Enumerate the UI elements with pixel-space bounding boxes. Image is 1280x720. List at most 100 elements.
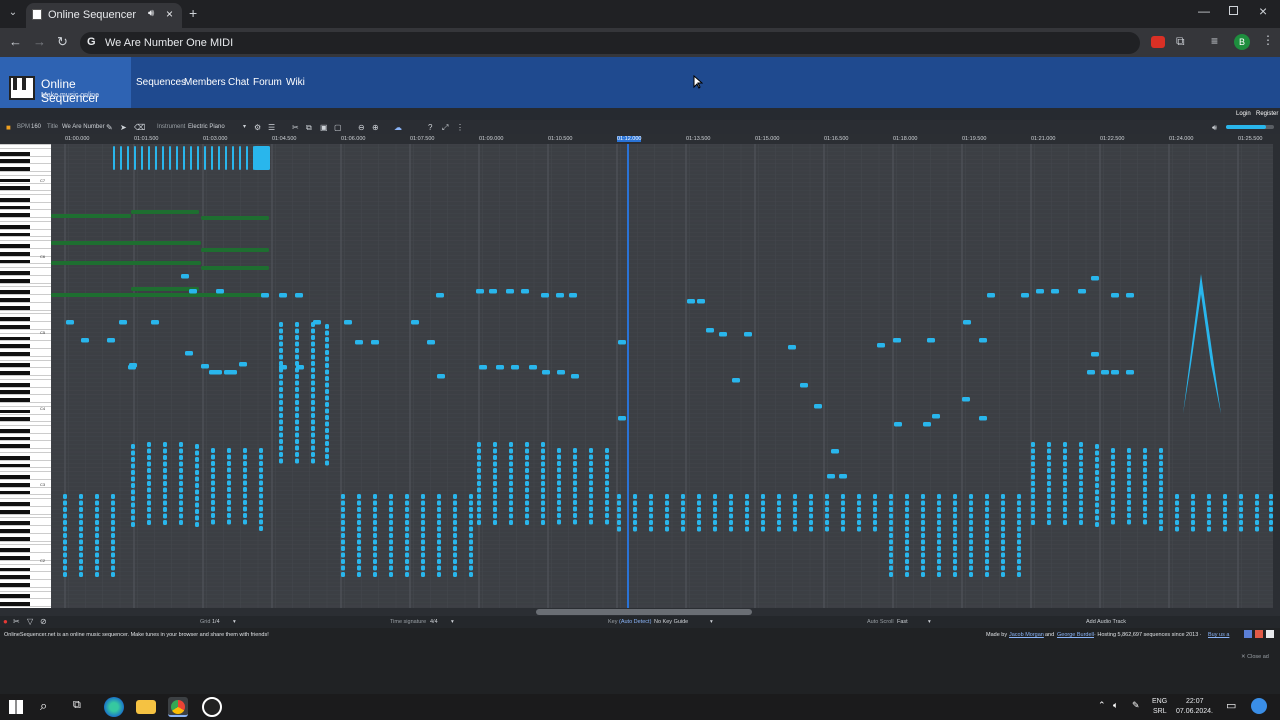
note[interactable] — [1111, 370, 1119, 375]
note[interactable] — [63, 546, 67, 551]
note[interactable] — [605, 467, 609, 473]
note[interactable] — [325, 428, 329, 433]
note[interactable] — [111, 494, 115, 499]
note[interactable] — [344, 320, 352, 325]
note[interactable] — [279, 348, 283, 353]
note[interactable] — [589, 448, 593, 453]
note[interactable] — [719, 332, 727, 337]
site-logo[interactable]: Online Sequencer Make music online — [0, 57, 131, 108]
help-icon[interactable]: ? — [428, 123, 433, 132]
note[interactable] — [541, 481, 545, 486]
note[interactable] — [95, 500, 99, 506]
note[interactable] — [211, 500, 215, 505]
piano-black-key[interactable] — [0, 555, 30, 560]
note[interactable] — [1191, 507, 1195, 512]
note[interactable] — [259, 513, 263, 518]
note[interactable] — [311, 367, 315, 373]
nav-chat[interactable]: Chat — [228, 77, 250, 88]
restore-icon[interactable] — [1229, 6, 1238, 15]
note[interactable] — [788, 345, 796, 350]
note[interactable] — [605, 506, 609, 512]
note[interactable] — [211, 519, 215, 525]
nav-forum[interactable]: Forum — [253, 77, 282, 88]
note[interactable] — [894, 422, 902, 427]
note[interactable] — [469, 520, 473, 525]
note[interactable] — [311, 354, 315, 360]
note[interactable] — [295, 458, 299, 464]
note[interactable] — [259, 480, 263, 486]
note[interactable] — [605, 493, 609, 499]
note[interactable] — [1079, 455, 1083, 460]
note[interactable] — [969, 520, 973, 525]
note[interactable] — [649, 507, 653, 512]
note[interactable] — [1255, 507, 1259, 512]
note[interactable] — [1079, 487, 1083, 493]
note[interactable] — [889, 565, 893, 571]
note[interactable] — [857, 520, 861, 525]
note[interactable] — [541, 474, 545, 480]
note[interactable] — [421, 507, 425, 512]
note[interactable] — [163, 513, 167, 519]
select-all-icon[interactable]: ▢ — [334, 123, 342, 132]
note[interactable] — [589, 467, 593, 473]
note[interactable] — [937, 559, 941, 564]
note[interactable] — [1111, 293, 1119, 298]
note[interactable] — [227, 474, 231, 479]
note[interactable] — [389, 513, 393, 519]
note[interactable] — [493, 448, 497, 454]
note[interactable] — [477, 520, 481, 525]
piano-black-key[interactable] — [0, 290, 30, 295]
note[interactable] — [1111, 487, 1115, 492]
note[interactable] — [201, 364, 209, 369]
note[interactable] — [1079, 468, 1083, 473]
note[interactable] — [295, 293, 303, 298]
note[interactable] — [953, 507, 957, 512]
note[interactable] — [469, 539, 473, 545]
note[interactable] — [1127, 493, 1131, 499]
note[interactable] — [341, 526, 345, 532]
note[interactable] — [1001, 565, 1005, 571]
note[interactable] — [389, 546, 393, 551]
note[interactable] — [1095, 515, 1099, 521]
note[interactable] — [79, 572, 83, 577]
timeline-mark[interactable]: 01:00.000 — [65, 136, 90, 142]
note[interactable] — [211, 480, 215, 486]
note[interactable] — [777, 500, 781, 506]
note[interactable] — [1175, 520, 1179, 525]
note[interactable] — [477, 442, 481, 447]
note[interactable] — [131, 287, 199, 291]
note[interactable] — [557, 454, 561, 460]
note[interactable] — [259, 448, 263, 453]
note[interactable] — [341, 539, 345, 545]
note[interactable] — [95, 546, 99, 551]
note[interactable] — [509, 520, 513, 525]
note[interactable] — [421, 533, 425, 538]
note[interactable] — [243, 487, 247, 492]
note[interactable] — [605, 454, 609, 460]
note[interactable] — [227, 480, 231, 486]
note[interactable] — [1191, 520, 1195, 525]
profile-avatar[interactable]: B — [1234, 34, 1250, 50]
note[interactable] — [541, 448, 545, 454]
chrome-taskbar-icon[interactable] — [168, 697, 188, 717]
note[interactable] — [128, 365, 136, 370]
note[interactable] — [163, 500, 167, 506]
note[interactable] — [985, 494, 989, 499]
social-icon-2[interactable] — [1255, 630, 1263, 638]
note[interactable] — [953, 494, 957, 499]
note[interactable] — [81, 338, 89, 343]
note[interactable] — [357, 559, 361, 564]
note[interactable] — [1017, 572, 1021, 577]
note[interactable] — [1021, 293, 1029, 298]
note[interactable] — [147, 442, 151, 447]
note[interactable] — [525, 455, 529, 460]
note[interactable] — [1239, 520, 1243, 525]
note[interactable] — [697, 513, 701, 519]
note[interactable] — [1143, 493, 1147, 499]
note[interactable] — [509, 461, 513, 467]
note[interactable] — [1127, 506, 1131, 512]
note[interactable] — [937, 513, 941, 519]
note[interactable] — [1223, 500, 1227, 506]
note[interactable] — [311, 426, 315, 431]
piano-black-key[interactable] — [0, 463, 30, 468]
